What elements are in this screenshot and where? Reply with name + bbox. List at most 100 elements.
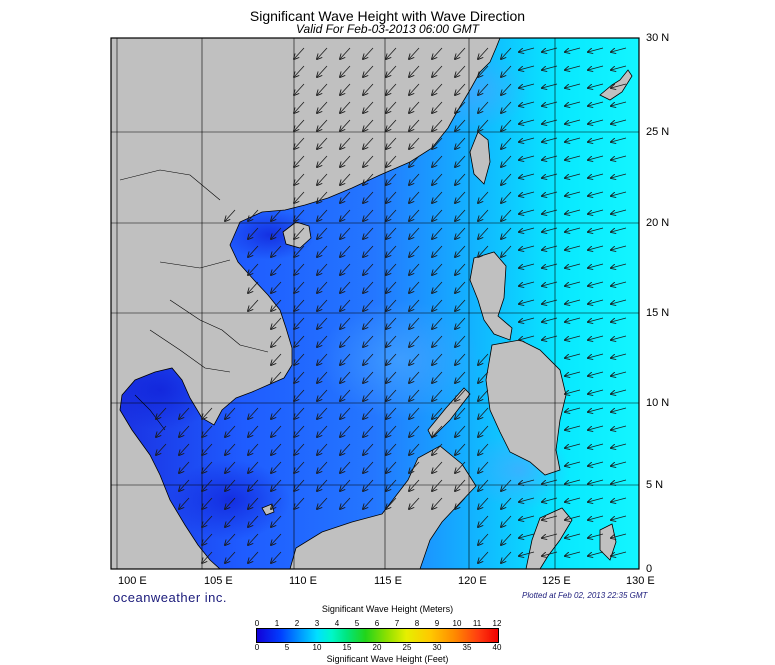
wave-arrow bbox=[317, 371, 328, 383]
wave-arrow bbox=[455, 371, 466, 383]
wave-arrow bbox=[386, 155, 397, 167]
meter-tick: 4 bbox=[334, 619, 340, 628]
wave-arrow bbox=[501, 245, 512, 257]
wave-arrow bbox=[455, 191, 466, 203]
wave-arrow bbox=[317, 191, 328, 203]
wave-arrow bbox=[519, 533, 535, 538]
wave-arrow bbox=[363, 155, 374, 167]
wave-arrow bbox=[519, 83, 535, 88]
wave-arrow bbox=[409, 137, 420, 149]
wave-arrow bbox=[432, 155, 443, 167]
wave-arrow bbox=[386, 353, 397, 365]
wave-arrow bbox=[225, 479, 236, 491]
wave-arrow bbox=[386, 317, 397, 329]
wave-arrow bbox=[317, 47, 328, 59]
wave-arrow bbox=[455, 335, 466, 347]
wave-arrow bbox=[611, 191, 627, 196]
wave-arrow bbox=[409, 191, 420, 203]
lon-label: 100 E bbox=[118, 575, 147, 587]
wave-arrow bbox=[248, 425, 259, 437]
wave-arrow bbox=[611, 299, 627, 304]
wave-arrow bbox=[386, 425, 397, 437]
brand-logo-text: oceanweather inc. bbox=[113, 590, 228, 605]
wave-arrow bbox=[519, 479, 535, 484]
wave-arrow bbox=[202, 497, 213, 509]
wave-arrow bbox=[588, 173, 604, 178]
wave-arrow bbox=[611, 119, 627, 124]
wave-arrow bbox=[565, 533, 581, 538]
wave-arrow bbox=[455, 353, 466, 365]
wave-arrow bbox=[386, 191, 397, 203]
wave-arrow bbox=[225, 497, 236, 509]
wave-arrow bbox=[455, 47, 466, 59]
wave-arrow bbox=[386, 389, 397, 401]
meter-tick: 5 bbox=[354, 619, 360, 628]
wave-arrow bbox=[294, 83, 305, 95]
wave-arrow bbox=[588, 407, 604, 412]
wave-arrow bbox=[202, 533, 213, 545]
wave-arrow bbox=[386, 335, 397, 347]
wave-arrow bbox=[409, 335, 420, 347]
wave-arrow bbox=[565, 353, 581, 358]
wave-arrow bbox=[501, 83, 512, 95]
wave-arrow bbox=[271, 533, 282, 545]
wave-arrow bbox=[248, 515, 259, 527]
lat-label: 0 bbox=[646, 563, 653, 575]
philippines-south bbox=[485, 339, 567, 476]
wave-arrow bbox=[271, 209, 282, 221]
wave-arrow bbox=[271, 299, 282, 311]
wave-arrow bbox=[294, 317, 305, 329]
wave-arrow bbox=[519, 245, 535, 250]
wave-arrow bbox=[294, 227, 305, 239]
wave-arrow bbox=[294, 389, 305, 401]
wave-arrow bbox=[156, 425, 167, 437]
feet-tick: 0 bbox=[254, 643, 260, 652]
wave-arrow bbox=[363, 137, 374, 149]
wave-arrow bbox=[432, 227, 443, 239]
colorbar-meters-title: Significant Wave Height (Meters) bbox=[321, 604, 454, 614]
wave-arrow bbox=[409, 227, 420, 239]
wave-arrow bbox=[317, 353, 328, 365]
wave-arrow bbox=[478, 227, 489, 239]
wave-arrow bbox=[179, 443, 190, 455]
wave-arrow bbox=[565, 551, 581, 556]
feet-tick: 40 bbox=[492, 643, 502, 652]
wave-arrow bbox=[340, 119, 351, 131]
wave-arrow bbox=[519, 209, 535, 214]
wave-arrow bbox=[225, 551, 236, 563]
wave-arrow bbox=[432, 173, 443, 185]
wave-arrow bbox=[294, 119, 305, 131]
wave-arrow bbox=[478, 119, 489, 131]
wave-arrow bbox=[340, 83, 351, 95]
lon-label: 125 E bbox=[542, 575, 571, 587]
wave-arrow bbox=[317, 479, 328, 491]
wave-arrow bbox=[386, 479, 397, 491]
wave-arrow bbox=[340, 227, 351, 239]
wave-arrow bbox=[588, 155, 604, 160]
wave-arrow bbox=[432, 209, 443, 221]
wave-arrow bbox=[565, 47, 581, 52]
wave-arrow bbox=[317, 317, 328, 329]
wave-arrow bbox=[478, 551, 489, 563]
wave-arrow bbox=[519, 155, 535, 160]
wave-arrow bbox=[363, 83, 374, 95]
wave-arrow bbox=[317, 209, 328, 221]
wave-arrow bbox=[386, 209, 397, 221]
wave-arrow bbox=[519, 173, 535, 178]
wave-arrow bbox=[340, 443, 351, 455]
wave-arrow bbox=[294, 497, 305, 509]
wave-arrow bbox=[455, 281, 466, 293]
wave-arrow bbox=[386, 137, 397, 149]
wave-arrow bbox=[478, 209, 489, 221]
wave-arrow bbox=[542, 479, 558, 484]
wave-arrow bbox=[565, 299, 581, 304]
wave-arrow bbox=[409, 119, 420, 131]
wave-arrow bbox=[363, 353, 374, 365]
wave-arrow bbox=[340, 263, 351, 275]
wave-arrow bbox=[409, 497, 420, 509]
wave-arrow bbox=[363, 299, 374, 311]
wave-arrow bbox=[248, 281, 259, 293]
wave-arrow bbox=[202, 407, 213, 419]
wave-arrow bbox=[455, 263, 466, 275]
wave-arrow bbox=[363, 443, 374, 455]
